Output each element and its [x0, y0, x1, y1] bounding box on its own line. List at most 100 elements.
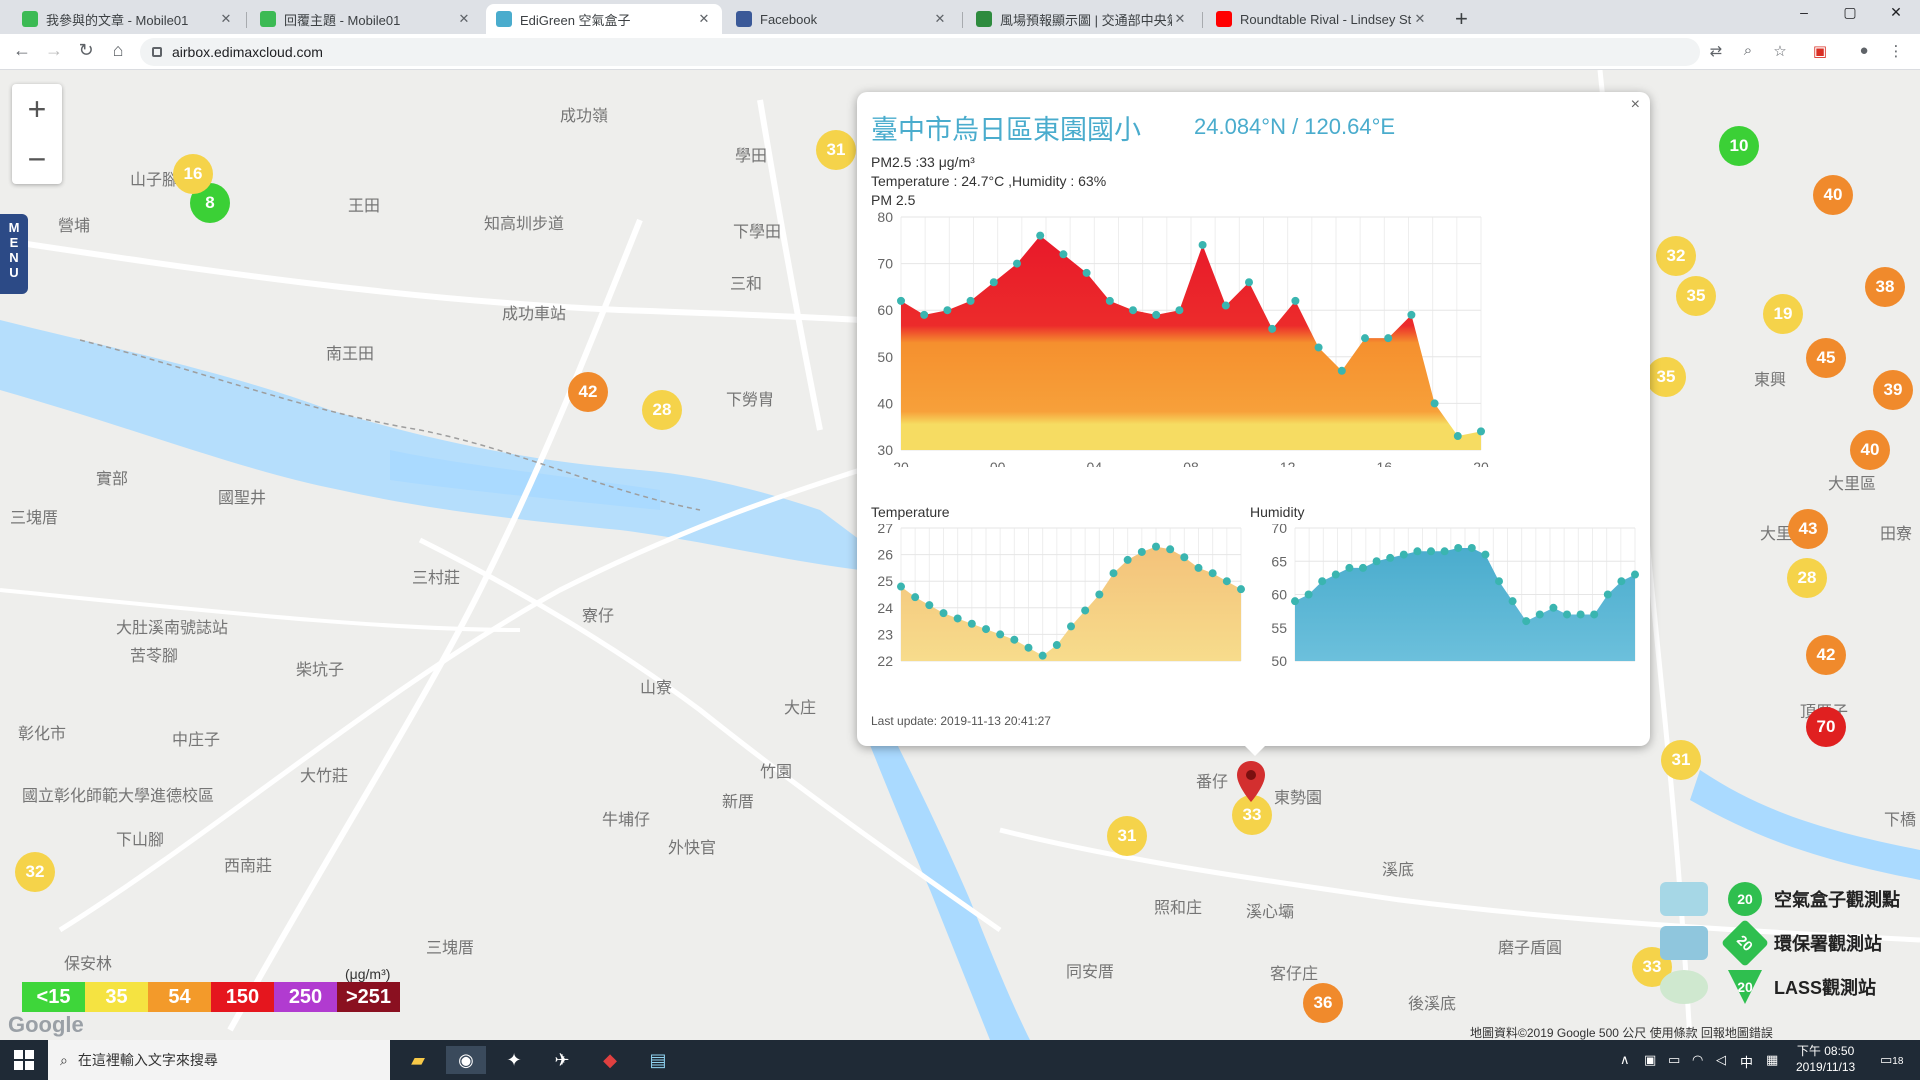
- forward-button[interactable]: →: [45, 40, 63, 60]
- airbox-marker[interactable]: 40: [1813, 175, 1853, 215]
- app-icon[interactable]: ✦: [506, 1049, 522, 1070]
- taskbar-search-input[interactable]: ⌕ 在這裡輸入文字來搜尋: [48, 1040, 390, 1080]
- data-point: [1082, 268, 1091, 277]
- bookmark-star-icon[interactable]: ☆: [1773, 43, 1787, 60]
- data-point: [1440, 547, 1449, 556]
- airbox-marker[interactable]: 31: [816, 130, 856, 170]
- airbox-marker[interactable]: 35: [1676, 276, 1716, 316]
- zoom-in-button[interactable]: +: [27, 90, 47, 127]
- notification-center-icon[interactable]: ▭18: [1880, 1052, 1904, 1067]
- map-place-label: 學田: [735, 148, 768, 165]
- close-icon[interactable]: ✕: [458, 11, 470, 26]
- home-button[interactable]: ⌂: [112, 40, 124, 60]
- data-point: [1175, 306, 1184, 315]
- airbox-marker[interactable]: 28: [1787, 558, 1827, 598]
- data-point: [1109, 569, 1118, 578]
- maximize-button[interactable]: ▢: [1843, 4, 1857, 20]
- airbox-marker[interactable]: 10: [1719, 126, 1759, 166]
- clock[interactable]: 下午 08:50 2019/11/13: [1796, 1043, 1855, 1075]
- data-point: [911, 593, 920, 602]
- map-place-label: 山寮: [640, 680, 673, 697]
- reload-button[interactable]: ↻: [78, 40, 94, 60]
- data-point: [1386, 553, 1395, 562]
- map-place-label: 大庄: [784, 700, 817, 717]
- airbox-marker[interactable]: 19: [1763, 294, 1803, 334]
- map-place-label: 大里: [1760, 526, 1793, 543]
- file-explorer-icon[interactable]: ▰: [411, 1049, 425, 1070]
- data-point: [996, 630, 1005, 639]
- map-place-label: 柴坑子: [296, 662, 345, 679]
- zoom-out-button[interactable]: −: [27, 140, 47, 177]
- close-window-button[interactable]: ✕: [1890, 4, 1902, 20]
- selected-location-pin-icon[interactable]: [1236, 760, 1266, 804]
- clock-time: 下午 08:50: [1796, 1044, 1855, 1058]
- airbox-marker[interactable]: 42: [568, 372, 608, 412]
- translate-icon[interactable]: ⇄: [1709, 43, 1723, 60]
- airbox-marker[interactable]: 32: [15, 852, 55, 892]
- airbox-marker[interactable]: 70: [1806, 707, 1846, 747]
- close-icon[interactable]: ✕: [220, 11, 232, 26]
- y-tick-label: 25: [877, 573, 893, 589]
- tab-cwb-wind[interactable]: 風場預報顯示圖 | 交通部中央氣象局 ✕: [966, 4, 1198, 34]
- airbox-marker[interactable]: 33: [1232, 795, 1272, 835]
- airbox-marker[interactable]: 45: [1806, 338, 1846, 378]
- volume-icon[interactable]: ◁: [1716, 1052, 1726, 1067]
- airbox-marker[interactable]: 35: [1646, 357, 1686, 397]
- airbox-marker[interactable]: 16: [173, 154, 213, 194]
- app-icon[interactable]: ▤: [649, 1049, 667, 1070]
- station-coordinates: 24.084°N / 120.64°E: [1194, 114, 1396, 139]
- tab-title: 風場預報顯示圖 | 交通部中央氣象局: [1000, 12, 1172, 28]
- airbox-marker[interactable]: 32: [1656, 236, 1696, 276]
- map-place-label: 同安厝: [1066, 964, 1115, 981]
- airbox-marker[interactable]: 38: [1865, 267, 1905, 307]
- popup-close-button[interactable]: ×: [1630, 96, 1640, 113]
- account-icon[interactable]: ●: [1859, 42, 1869, 59]
- tab-mobile01-reply[interactable]: 回覆主題 - Mobile01 ✕: [250, 4, 482, 34]
- tab-mobile01-articles[interactable]: 我參與的文章 - Mobile01 ✕: [12, 4, 244, 34]
- menu-toggle-button[interactable]: M E N U: [0, 214, 28, 294]
- tab-youtube[interactable]: Roundtable Rival - Lindsey Stirling ✕: [1206, 4, 1438, 34]
- ime-indicator[interactable]: 中: [1740, 1055, 1754, 1070]
- data-point: [1067, 622, 1075, 631]
- menu-letter: M: [8, 220, 20, 235]
- airbox-marker[interactable]: 36: [1303, 983, 1343, 1023]
- close-icon[interactable]: ✕: [1174, 11, 1186, 26]
- map-place-label: 下橋: [1884, 812, 1917, 829]
- search-placeholder: 在這裡輸入文字來搜尋: [77, 1052, 218, 1068]
- airbox-marker[interactable]: 43: [1788, 509, 1828, 549]
- map-canvas[interactable]: 成功嶺 學田 下學田 三和 王田 知高圳步道 成功車站 營埔 山子腳 南王田 下勞胄 實部 國聖井 三塊厝…: [0, 70, 1920, 1040]
- airbox-marker[interactable]: 42: [1806, 635, 1846, 675]
- tray-chevron-icon[interactable]: ∧: [1620, 1052, 1630, 1067]
- y-tick-label: 40: [877, 395, 893, 411]
- windows-start-icon[interactable]: [14, 1050, 34, 1070]
- map-attribution[interactable]: 地圖資料©2019 Google 500 公尺 使用條款 回報地圖錯誤: [1470, 1026, 1773, 1040]
- x-tick-label: 12: [1280, 459, 1296, 467]
- data-point: [1331, 570, 1340, 579]
- airbox-marker[interactable]: 40: [1850, 430, 1890, 470]
- close-icon[interactable]: ✕: [698, 11, 710, 26]
- address-bar[interactable]: airbox.edimaxcloud.com: [140, 38, 1700, 66]
- minimize-button[interactable]: –: [1800, 4, 1808, 20]
- airbox-marker[interactable]: 28: [642, 390, 682, 430]
- wifi-icon[interactable]: ◠: [1692, 1052, 1704, 1067]
- app-icon[interactable]: ◆: [603, 1049, 617, 1070]
- new-tab-button[interactable]: +: [1455, 6, 1468, 31]
- close-icon[interactable]: ✕: [934, 11, 946, 26]
- battery-icon[interactable]: ▭: [1668, 1052, 1681, 1067]
- app-icon[interactable]: ✈: [554, 1049, 570, 1070]
- tab-facebook[interactable]: Facebook ✕: [726, 4, 958, 34]
- chrome-icon[interactable]: ◉: [446, 1046, 486, 1074]
- zoom-icon[interactable]: ⌕: [1743, 42, 1753, 59]
- data-point: [1467, 543, 1476, 552]
- tab-edigreen[interactable]: EdiGreen 空氣盒子 ✕: [486, 4, 722, 34]
- airbox-marker[interactable]: 31: [1661, 740, 1701, 780]
- last-update-time: Last update: 2019-11-13 20:41:27: [871, 714, 1051, 728]
- airbox-marker[interactable]: 39: [1873, 370, 1913, 410]
- tray-app-icon[interactable]: ▣: [1644, 1052, 1657, 1067]
- airbox-marker[interactable]: 31: [1107, 816, 1147, 856]
- menu-kebab-icon[interactable]: ⋮: [1888, 43, 1904, 60]
- extension-icon[interactable]: ▣: [1812, 43, 1828, 60]
- keyboard-icon[interactable]: ▦: [1766, 1052, 1779, 1067]
- close-icon[interactable]: ✕: [1414, 11, 1426, 26]
- back-button[interactable]: ←: [13, 40, 31, 60]
